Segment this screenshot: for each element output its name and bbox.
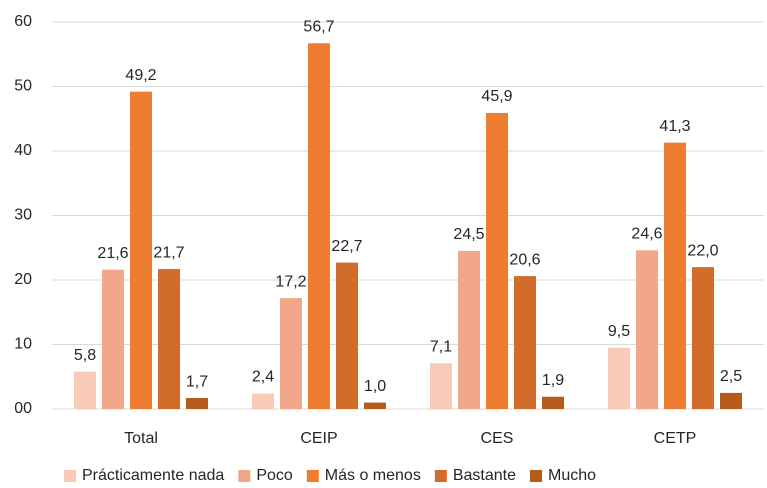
legend-label: Más o menos (325, 467, 421, 483)
legend-swatch (238, 470, 251, 482)
bar (720, 392, 742, 409)
legend-label: Mucho (548, 467, 596, 483)
legend-swatch (64, 470, 76, 482)
value-label: 1,9 (542, 372, 564, 389)
value-label: 1,0 (364, 378, 386, 395)
y-tick-label: 40 (14, 142, 32, 159)
bar (252, 393, 274, 409)
bar (74, 371, 96, 409)
bar (542, 396, 564, 409)
bar (308, 43, 330, 409)
bar (636, 250, 658, 409)
value-label: 49,2 (125, 67, 156, 84)
bar (514, 276, 536, 409)
bar (364, 402, 386, 409)
bar (486, 112, 508, 409)
value-label: 45,9 (481, 88, 512, 105)
value-label: 17,2 (275, 273, 306, 290)
y-tick-label: 20 (14, 271, 32, 288)
bar (664, 142, 686, 410)
y-tick-label: 60 (14, 13, 32, 30)
value-label: 24,6 (631, 226, 662, 243)
y-tick-label: 00 (14, 400, 32, 417)
bar (102, 269, 124, 409)
x-tick-label: CETP (654, 430, 697, 447)
value-label: 2,4 (252, 369, 274, 386)
y-tick-label: 50 (14, 78, 32, 95)
value-label: 21,6 (97, 245, 128, 262)
bar (608, 347, 630, 409)
bar (336, 262, 358, 409)
bar (280, 298, 302, 409)
value-label: 20,6 (509, 251, 540, 268)
legend-label: Poco (256, 467, 293, 483)
bar (458, 250, 480, 409)
value-label: 24,5 (453, 226, 484, 243)
bar (692, 267, 714, 409)
legend-label: Prácticamente nada (82, 467, 224, 483)
bar (430, 363, 452, 409)
value-label: 1,7 (186, 373, 208, 390)
value-label: 5,8 (74, 347, 96, 364)
legend-swatch (529, 470, 542, 482)
value-label: 22,0 (687, 242, 718, 259)
bar (130, 91, 152, 409)
y-tick-label: 10 (14, 336, 32, 353)
bar (158, 269, 180, 409)
bar (186, 398, 208, 409)
value-label: 9,5 (608, 323, 630, 340)
x-tick-label: CES (481, 430, 514, 447)
x-tick-label: CEIP (300, 430, 337, 447)
x-tick-label: Total (124, 430, 158, 447)
value-label: 56,7 (303, 19, 334, 36)
legend-swatch (306, 470, 319, 482)
y-tick-label: 30 (14, 207, 32, 224)
value-label: 22,7 (331, 238, 362, 255)
value-label: 7,1 (430, 338, 452, 355)
value-label: 2,5 (720, 368, 742, 385)
legend-swatch (434, 470, 447, 482)
value-label: 21,7 (153, 244, 184, 261)
legend-label: Bastante (453, 467, 516, 483)
value-label: 41,3 (659, 118, 690, 135)
